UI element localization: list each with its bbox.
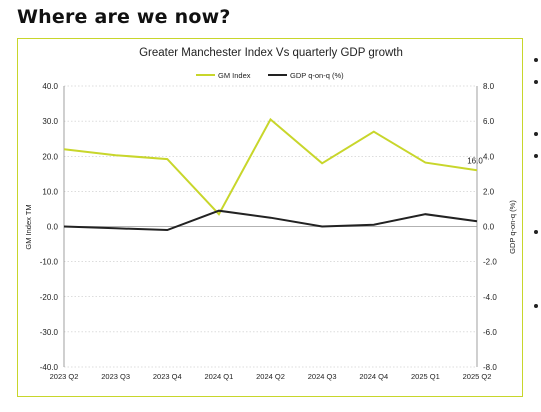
chart-svg: Greater Manchester Index Vs quarterly GD… — [24, 47, 517, 381]
left-axis-label: GM Index TM — [24, 204, 33, 249]
right-tick-label: -4.0 — [483, 293, 497, 302]
x-tick-label: 2025 Q2 — [463, 372, 492, 381]
bullet-marker — [534, 58, 538, 62]
right-tick-label: 4.0 — [483, 152, 495, 161]
chart-title: Greater Manchester Index Vs quarterly GD… — [139, 47, 403, 59]
series-line-gdp-q-on-q — [63, 209, 478, 232]
right-tick-label: 8.0 — [483, 82, 495, 91]
right-axis-ticks: 8.0 6.0 4.0 2.0 0.0 -2.0 -4.0 -6.0 -8.0 — [483, 82, 497, 372]
left-tick-label: 10.0 — [42, 187, 58, 196]
bullet-marker — [534, 154, 538, 158]
x-tick-label: 2024 Q4 — [359, 372, 388, 381]
x-tick-label: 2023 Q2 — [50, 372, 79, 381]
left-axis-ticks: 40.0 30.0 20.0 10.0 0.0 -10.0 -20.0 -30.0 -40.0 — [40, 82, 59, 372]
x-tick-label: 2023 Q4 — [153, 372, 182, 381]
x-axis-ticks: 2023 Q2 2023 Q3 2023 Q4 2024 Q1 2024 Q2 2024 … — [50, 372, 492, 381]
left-tick-label: -40.0 — [40, 363, 59, 372]
x-tick-label: 2024 Q3 — [308, 372, 337, 381]
page-title: Where are we now? — [17, 6, 231, 28]
bullet-marker — [534, 80, 538, 84]
chart-frame: Greater Manchester Index Vs quarterly GD… — [17, 38, 523, 397]
right-tick-label: -2.0 — [483, 258, 497, 267]
left-tick-label: 40.0 — [42, 82, 58, 91]
gridlines — [64, 85, 477, 368]
bullet-marker — [534, 132, 538, 136]
legend: GM Index GDP q-on-q (%) — [196, 71, 344, 80]
right-tick-label: 0.0 — [483, 223, 495, 232]
left-tick-label: 30.0 — [42, 117, 58, 126]
left-tick-label: -10.0 — [40, 258, 59, 267]
legend-label-gdp: GDP q-on-q (%) — [290, 71, 344, 80]
left-tick-label: -30.0 — [40, 328, 59, 337]
bullet-marker — [534, 230, 538, 234]
bullet-marker — [534, 304, 538, 308]
left-tick-label: -20.0 — [40, 293, 59, 302]
legend-label-gm-index: GM Index — [218, 71, 251, 80]
right-tick-label: -8.0 — [483, 363, 497, 372]
x-tick-label: 2024 Q2 — [256, 372, 285, 381]
right-tick-label: 2.0 — [483, 187, 495, 196]
series-line-gm-index — [63, 117, 478, 216]
x-tick-label: 2025 Q1 — [411, 372, 440, 381]
data-label-gm-index-2025-q2: 16.0 — [467, 156, 483, 165]
series-layer — [63, 117, 478, 232]
left-tick-label: 20.0 — [42, 152, 58, 161]
right-tick-label: -6.0 — [483, 328, 497, 337]
side-bullets — [534, 50, 541, 350]
right-tick-label: 6.0 — [483, 117, 495, 126]
right-axis-label: GDP q-on-q (%) — [508, 200, 517, 254]
x-tick-label: 2023 Q3 — [101, 372, 130, 381]
left-tick-label: 0.0 — [47, 223, 59, 232]
x-tick-label: 2024 Q1 — [204, 372, 233, 381]
